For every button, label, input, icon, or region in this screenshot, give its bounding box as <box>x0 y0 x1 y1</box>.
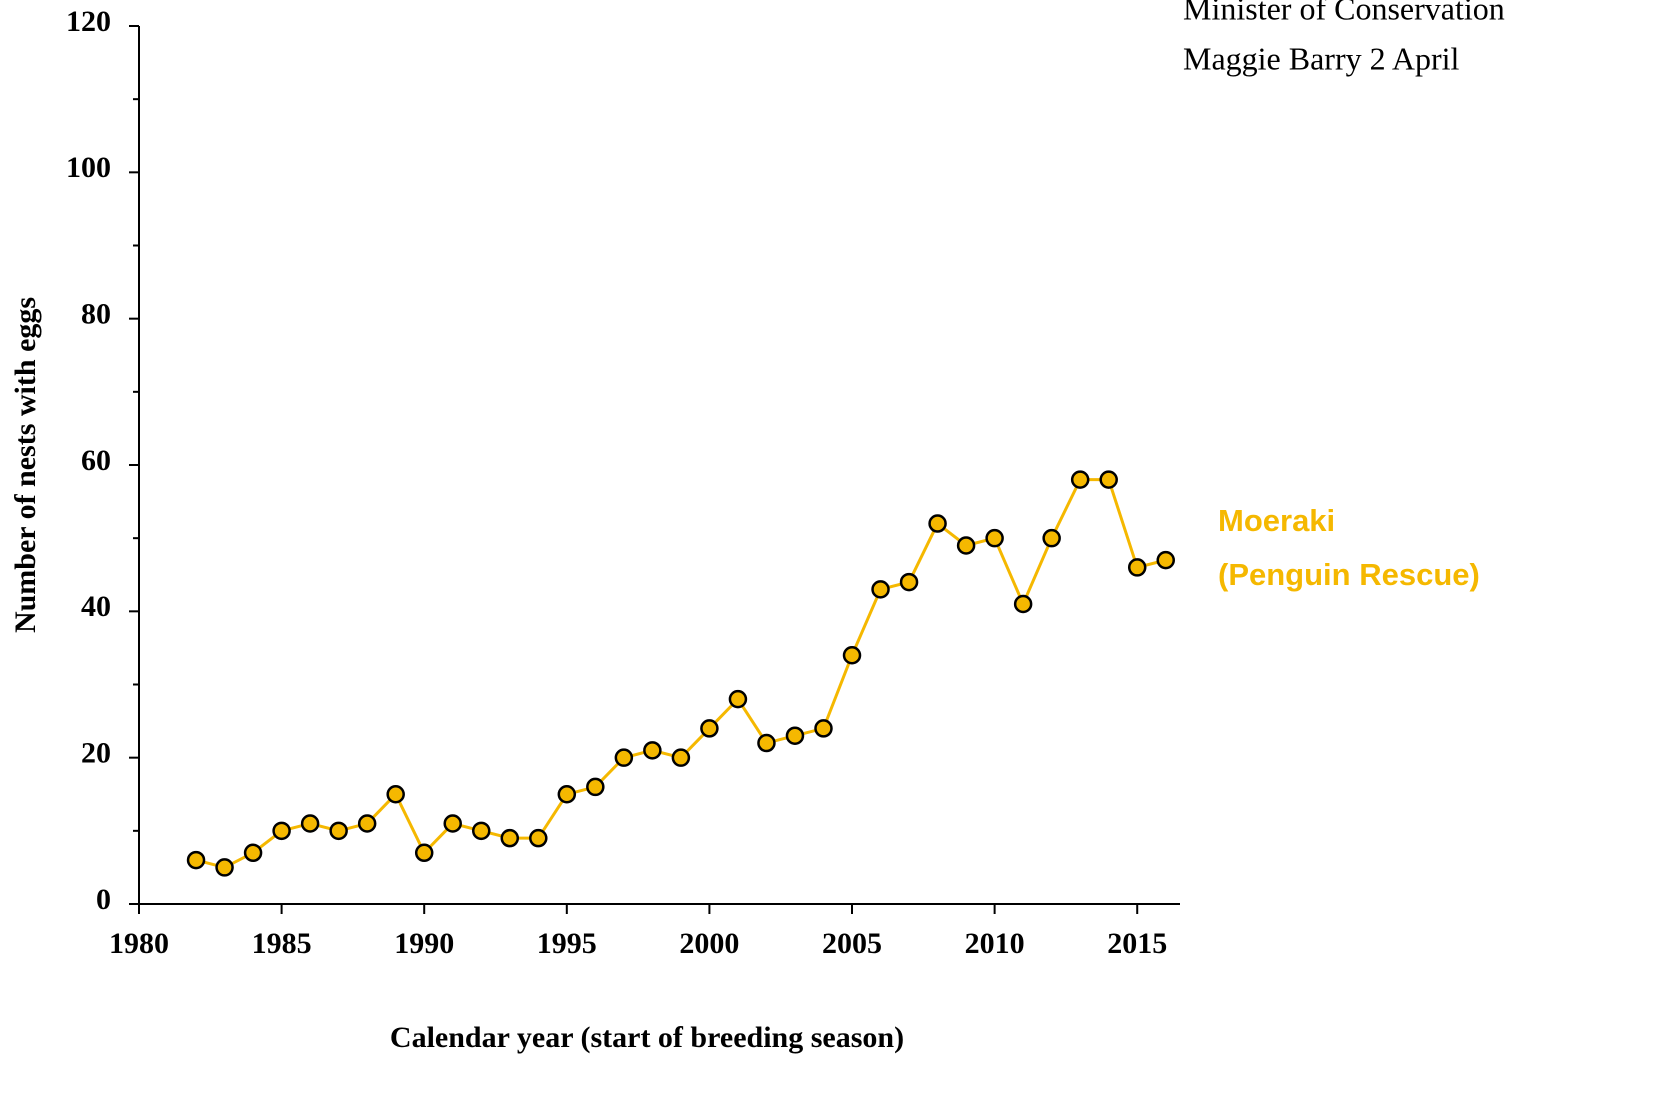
series-line <box>195 478 1167 870</box>
series-label: Moeraki <box>1218 503 1335 538</box>
y-tick-label: 60 <box>81 444 111 477</box>
data-point <box>728 689 748 709</box>
data-point <box>785 726 805 745</box>
data-point <box>899 572 919 592</box>
x-tick-label: 1985 <box>252 927 312 960</box>
data-point <box>985 528 1004 548</box>
x-tick-label: 2010 <box>965 927 1025 960</box>
data-point <box>557 785 577 804</box>
annotation: Minister of Conservation <box>1183 0 1505 26</box>
data-point <box>586 777 605 797</box>
annotation: Maggie Barry 2 April <box>1183 40 1460 76</box>
data-point <box>1042 528 1061 548</box>
data-point <box>1013 594 1033 614</box>
data-point <box>500 828 520 848</box>
data-point <box>871 580 890 599</box>
data-point <box>700 719 719 738</box>
data-point <box>272 821 291 841</box>
data-point <box>956 536 976 555</box>
y-tick-label: 80 <box>81 298 111 331</box>
data-point <box>471 821 491 841</box>
y-tick-label: 40 <box>81 590 111 623</box>
data-point <box>243 843 263 863</box>
x-axis-title: Calendar year (start of breeding season) <box>390 1021 904 1054</box>
data-point <box>757 733 776 753</box>
x-tick-label: 2000 <box>679 927 739 960</box>
data-point <box>443 814 462 833</box>
data-point <box>842 645 862 665</box>
data-point <box>928 514 947 533</box>
x-tick-label: 1990 <box>394 927 454 960</box>
data-point <box>386 785 405 804</box>
y-tick-label: 100 <box>66 151 111 184</box>
data-point <box>186 850 206 870</box>
data-point <box>215 858 234 877</box>
y-tick-label: 120 <box>66 5 111 38</box>
y-tick-label: 0 <box>96 883 111 916</box>
y-axis-title: Number of nests with eggs <box>9 297 42 633</box>
data-point <box>1070 470 1090 489</box>
data-point <box>1156 550 1175 570</box>
data-point <box>300 814 320 833</box>
x-tick-label: 2005 <box>822 927 882 960</box>
data-point <box>357 814 377 833</box>
y-tick-label: 20 <box>81 737 111 770</box>
series-label: (Penguin Rescue) <box>1218 557 1480 592</box>
data-point <box>414 843 434 863</box>
data-point <box>614 748 634 767</box>
data-point <box>643 741 662 760</box>
data-point <box>814 719 833 738</box>
x-tick-label: 2015 <box>1107 927 1167 960</box>
data-point <box>1099 470 1118 489</box>
x-tick-label: 1995 <box>537 927 597 960</box>
data-point <box>1127 558 1147 577</box>
data-point <box>329 821 348 841</box>
data-point <box>671 748 691 767</box>
x-tick-label: 1980 <box>109 927 169 960</box>
data-point <box>529 828 548 848</box>
